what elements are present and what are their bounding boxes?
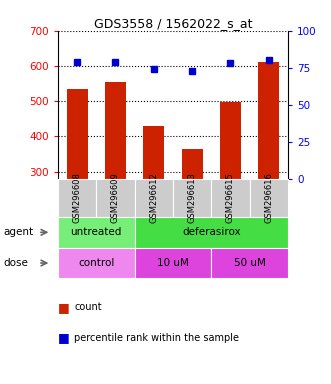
- Text: agent: agent: [3, 227, 33, 237]
- Text: control: control: [78, 258, 115, 268]
- Text: ■: ■: [58, 301, 70, 314]
- Text: deferasirox: deferasirox: [182, 227, 241, 237]
- Title: GDS3558 / 1562022_s_at: GDS3558 / 1562022_s_at: [94, 17, 252, 30]
- Text: GSM296615: GSM296615: [226, 172, 235, 223]
- Text: 10 uM: 10 uM: [157, 258, 189, 268]
- Bar: [67, 89, 88, 179]
- Text: 50 uM: 50 uM: [234, 258, 265, 268]
- Text: dose: dose: [3, 258, 28, 268]
- Bar: [105, 83, 126, 179]
- Text: count: count: [74, 302, 102, 312]
- Text: GSM296608: GSM296608: [72, 172, 82, 223]
- Text: GSM296613: GSM296613: [188, 172, 197, 223]
- Text: untreated: untreated: [71, 227, 122, 237]
- Text: GSM296612: GSM296612: [149, 172, 158, 223]
- Text: GSM296609: GSM296609: [111, 172, 120, 223]
- Text: percentile rank within the sample: percentile rank within the sample: [74, 333, 239, 343]
- Bar: [143, 126, 164, 179]
- Text: GSM296616: GSM296616: [264, 172, 273, 223]
- Bar: [182, 149, 203, 179]
- Bar: [258, 63, 279, 179]
- Bar: [220, 102, 241, 179]
- Text: ■: ■: [58, 331, 70, 344]
